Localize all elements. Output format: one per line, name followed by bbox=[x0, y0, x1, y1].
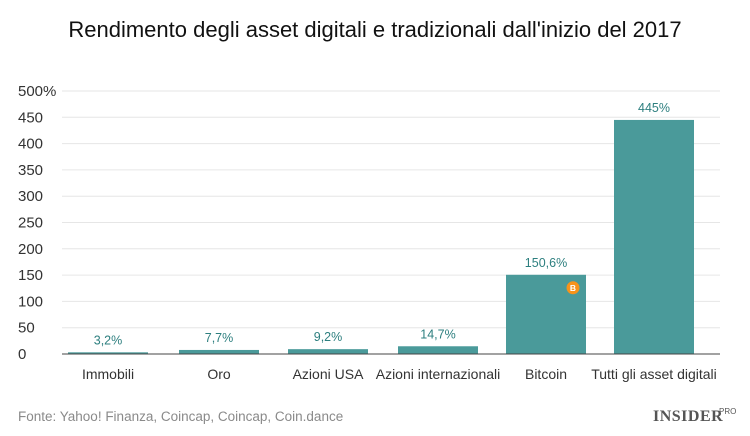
data-label: 7,7% bbox=[205, 331, 234, 345]
category-label: Tutti gli asset digitali bbox=[591, 366, 717, 382]
bar bbox=[614, 119, 694, 355]
logo-main: INSIDER bbox=[653, 408, 723, 425]
y-tick-label: 450 bbox=[18, 109, 43, 126]
category-label: Azioni internazionali bbox=[376, 366, 501, 382]
bars bbox=[68, 119, 694, 355]
category-labels: Immobili Oro Azioni USA Azioni internaziona… bbox=[82, 366, 717, 382]
icons: B bbox=[566, 281, 580, 295]
data-label: 9,2% bbox=[314, 330, 343, 344]
y-tick-label: 200 bbox=[18, 241, 43, 258]
category-label: Azioni USA bbox=[293, 366, 364, 382]
category-label: Oro bbox=[207, 366, 231, 382]
chart-title: Rendimento degli asset digitali e tradiz… bbox=[68, 17, 681, 42]
y-tick-label: 100 bbox=[18, 293, 43, 310]
logo-sub: PRO bbox=[719, 407, 736, 416]
bar bbox=[398, 346, 478, 354]
y-tick-label: 400 bbox=[18, 136, 43, 153]
y-tick-label: 300 bbox=[18, 188, 43, 205]
category-label: Bitcoin bbox=[525, 366, 567, 382]
source-note: Fonte: Yahoo! Finanza, Coincap, Coincap,… bbox=[18, 409, 343, 424]
bar bbox=[179, 349, 259, 354]
data-label: 150,6% bbox=[525, 256, 567, 270]
y-axis-ticks: 0 50 100 150 200 250 300 350 400 450 500% bbox=[18, 83, 56, 363]
y-tick-label: 50 bbox=[18, 320, 35, 337]
bitcoin-icon-circle bbox=[566, 281, 580, 295]
y-tick-label: 0 bbox=[18, 346, 26, 363]
bar bbox=[288, 349, 368, 354]
y-tick-label: 500% bbox=[18, 83, 56, 100]
bar bbox=[68, 352, 148, 354]
data-label: 14,7% bbox=[420, 327, 455, 341]
insider-pro-logo: INSIDER PRO bbox=[653, 407, 736, 425]
data-label: 445% bbox=[638, 101, 670, 115]
category-label: Immobili bbox=[82, 366, 134, 382]
bitcoin-icon-glyph: B bbox=[570, 283, 576, 293]
bitcoin-icon: B bbox=[566, 281, 580, 295]
y-tick-label: 250 bbox=[18, 215, 43, 232]
value-labels: 3,2% 7,7% 9,2% 14,7% 150,6% 445% bbox=[94, 101, 670, 347]
y-tick-label: 350 bbox=[18, 162, 43, 179]
y-tick-label: 150 bbox=[18, 267, 43, 284]
data-label: 3,2% bbox=[94, 333, 123, 347]
gridlines bbox=[62, 90, 720, 329]
